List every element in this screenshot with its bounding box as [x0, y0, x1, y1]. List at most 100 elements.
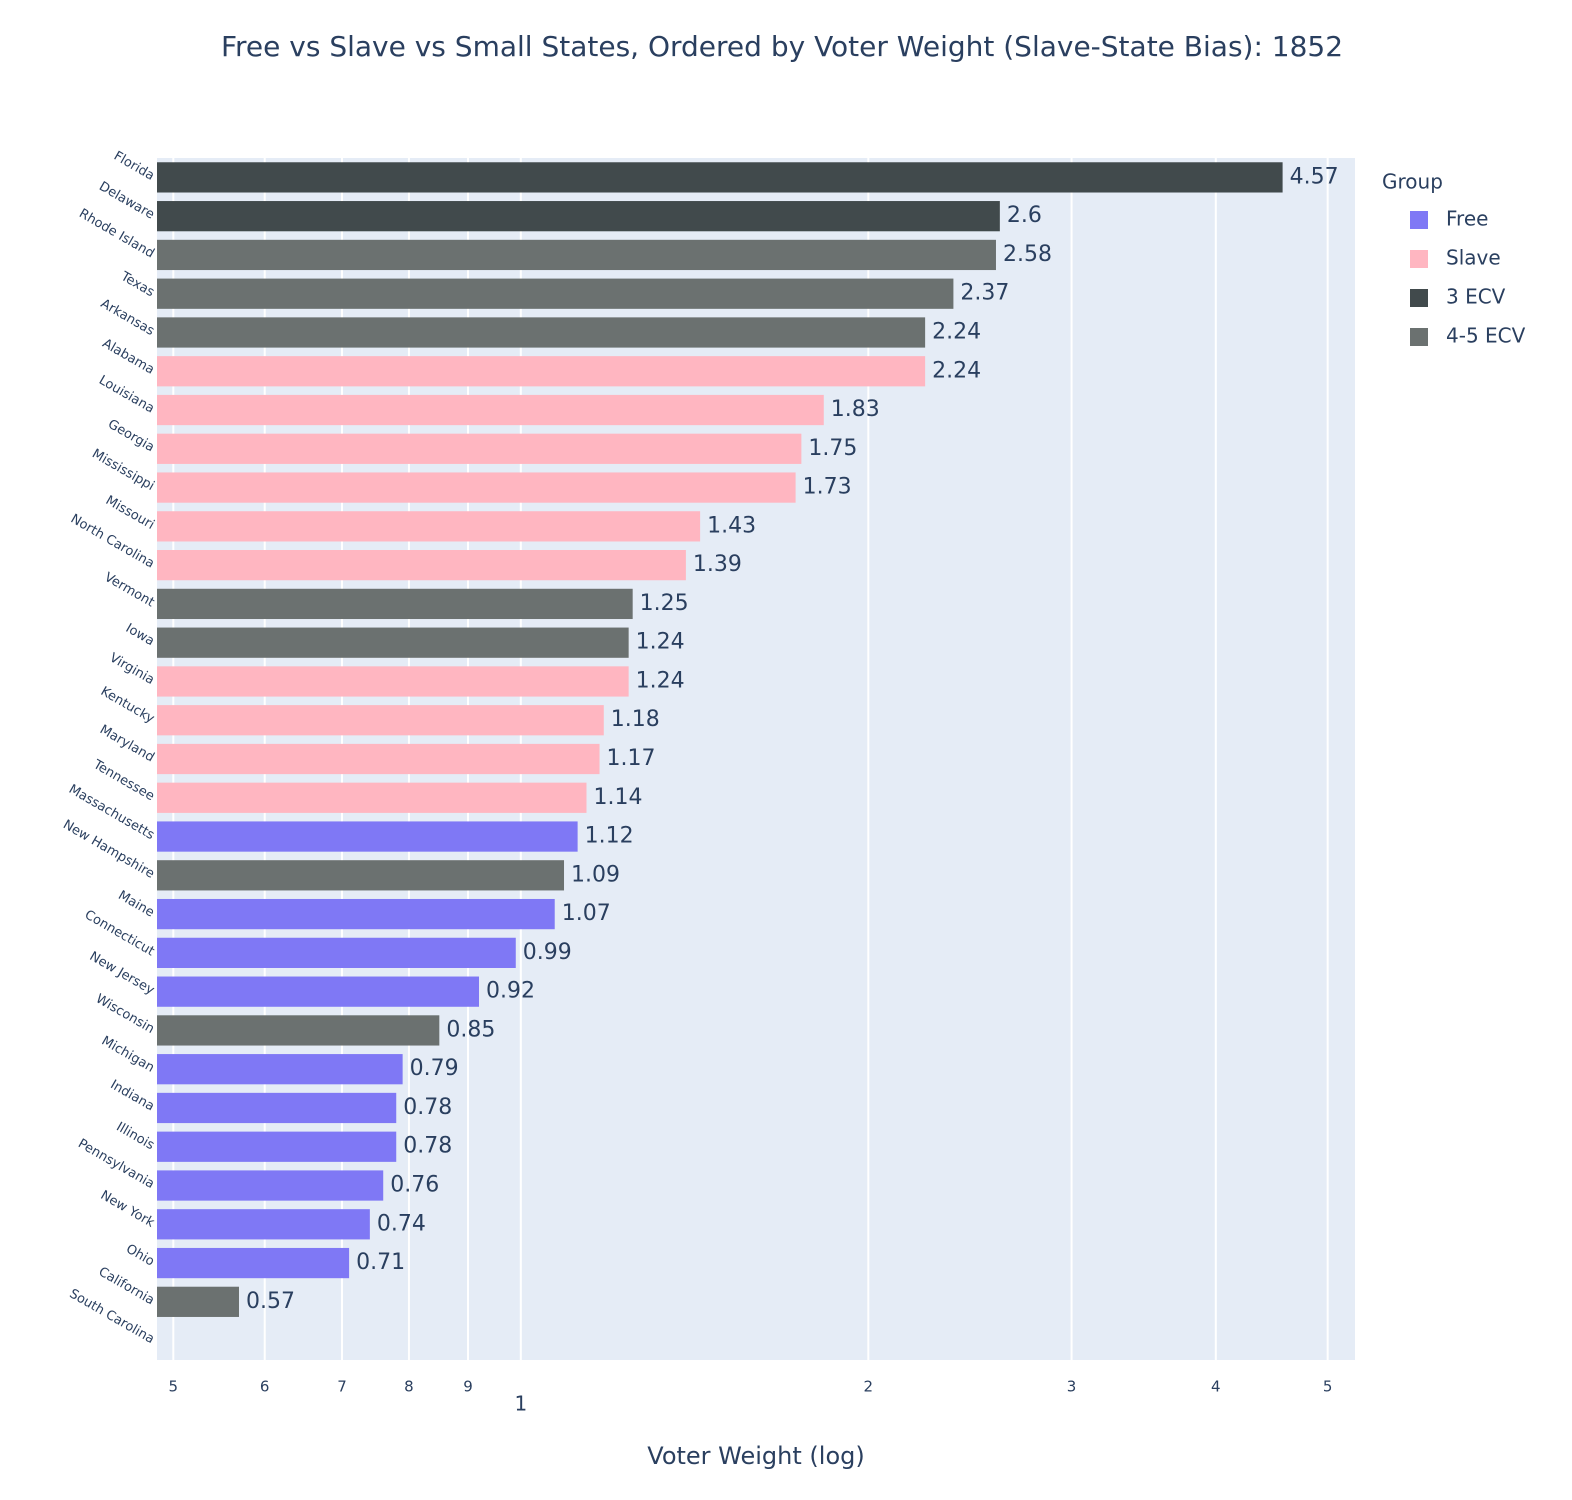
value-label: 1.09: [571, 862, 620, 887]
legend-label: Slave: [1446, 246, 1501, 270]
bar: [157, 1247, 350, 1279]
bar: [157, 782, 587, 813]
legend-label: Free: [1446, 207, 1488, 231]
y-tick-label: Delaware: [96, 179, 157, 223]
y-tick-label: Maine: [115, 888, 156, 921]
bar: [157, 278, 954, 309]
value-label: 1.73: [803, 475, 852, 500]
x-axis-title: Voter Weight (log): [647, 1442, 864, 1470]
x-tick-label: 8: [404, 1378, 414, 1396]
legend-swatch: [1410, 328, 1428, 346]
x-tick-label: 9: [463, 1378, 473, 1396]
value-label: 1.18: [611, 707, 660, 732]
bar: [157, 937, 516, 968]
y-tick-label: California: [96, 1264, 157, 1308]
value-label: 1.14: [593, 785, 642, 810]
x-tick-label: 4: [1211, 1378, 1221, 1396]
value-label: 1.83: [831, 397, 880, 422]
legend-swatch: [1410, 211, 1428, 229]
y-tick-label: Michigan: [99, 1034, 157, 1076]
y-tick-label: Illinois: [114, 1120, 157, 1154]
bar: [157, 511, 701, 542]
bar: [157, 201, 1000, 232]
x-tick-label: 6: [260, 1378, 270, 1396]
bar: [157, 743, 600, 775]
y-tick-label: Alabama: [100, 336, 157, 378]
value-label: 1.75: [808, 436, 857, 461]
value-label: 2.24: [932, 358, 981, 383]
value-label: 2.37: [960, 281, 1009, 306]
bar: [157, 162, 1283, 193]
bar: [157, 1209, 370, 1240]
value-label: 1.24: [636, 630, 685, 655]
value-label: 2.6: [1007, 203, 1042, 228]
bar: [157, 705, 604, 736]
y-tick-label: Ohio: [123, 1242, 157, 1270]
value-label: 2.24: [932, 319, 981, 344]
bar: [157, 1131, 397, 1162]
y-tick-label: Georgia: [105, 417, 157, 455]
x-tick-label: 2: [864, 1378, 874, 1396]
bar: [157, 588, 633, 620]
y-tick-label: Maryland: [97, 722, 157, 765]
value-label: 0.78: [403, 1134, 452, 1159]
value-label: 0.99: [523, 940, 572, 965]
value-label: 0.79: [410, 1056, 459, 1081]
value-label: 0.57: [246, 1289, 295, 1314]
bar: [157, 1170, 384, 1201]
value-label: 1.24: [636, 668, 685, 693]
bar: [157, 666, 629, 697]
bar: [157, 394, 824, 426]
value-label: 0.92: [486, 979, 535, 1004]
bar: [157, 1015, 440, 1046]
value-label: 1.39: [693, 552, 742, 577]
y-tick-label: Louisiana: [96, 373, 157, 417]
y-tick-label: Indiana: [108, 1077, 157, 1114]
bar: [157, 317, 926, 348]
value-label: 1.07: [562, 901, 611, 926]
value-label: 0.71: [356, 1250, 405, 1275]
legend-label: 4-5 ECV: [1446, 324, 1526, 348]
x-tick-label: 5: [169, 1378, 179, 1396]
bar: [157, 472, 796, 503]
x-tick-label: 3: [1067, 1378, 1077, 1396]
value-label: 2.58: [1003, 242, 1052, 267]
x-tick-label: 7: [337, 1378, 347, 1396]
bar: [157, 1286, 239, 1317]
value-label: 1.25: [640, 591, 689, 616]
bar: [157, 627, 629, 658]
value-label: 4.57: [1290, 164, 1339, 189]
bar: [157, 239, 996, 271]
value-label: 0.76: [390, 1173, 439, 1198]
value-label: 0.78: [403, 1095, 452, 1120]
x-tick-label: 5: [1323, 1378, 1333, 1396]
y-tick-label: Virginia: [107, 650, 157, 688]
value-label: 0.74: [377, 1211, 426, 1236]
value-label: 1.12: [585, 824, 634, 849]
y-tick-label: New York: [98, 1188, 157, 1231]
chart-title: Free vs Slave vs Small States, Ordered b…: [221, 30, 1343, 63]
bar: [157, 550, 686, 581]
legend-swatch: [1410, 250, 1428, 268]
value-label: 0.85: [446, 1017, 495, 1042]
legend-swatch: [1410, 289, 1428, 307]
y-tick-label: Wisconsin: [93, 991, 157, 1036]
y-tick-label: Florida: [111, 149, 157, 184]
bar: [157, 898, 555, 930]
y-tick-label: Missouri: [103, 493, 157, 533]
y-tick-label: Kentucky: [98, 684, 157, 727]
legend-title: Group: [1382, 170, 1443, 194]
x-tick-label: 1: [514, 1392, 527, 1416]
y-tick-label: Iowa: [123, 621, 157, 649]
bar: [157, 976, 480, 1007]
value-label: 1.17: [607, 746, 656, 771]
value-label: 1.43: [707, 513, 756, 538]
bar: [157, 1054, 403, 1085]
bar: [157, 1092, 397, 1124]
y-tick-label: Vermont: [102, 570, 157, 610]
y-tick-label: Arkansas: [98, 296, 157, 339]
bar: [157, 356, 926, 387]
legend-label: 3 ECV: [1446, 285, 1506, 309]
bar: [157, 821, 578, 852]
